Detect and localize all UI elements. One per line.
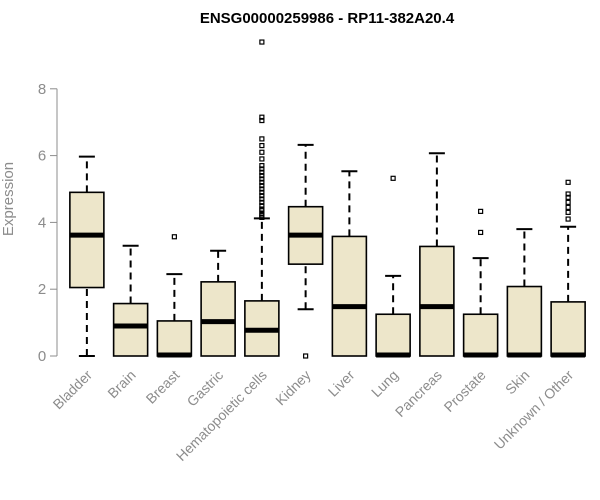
y-tick-label: 6 [38, 148, 46, 165]
box-series [69, 39, 586, 359]
outlier-point [259, 176, 265, 182]
x-tick-label: Gastric [184, 367, 227, 410]
iqr-box [506, 285, 543, 357]
outlier-point [565, 199, 571, 205]
outlier-point [303, 353, 309, 359]
chart-title: ENSG00000259986 - RP11-382A20.4 [200, 10, 455, 27]
box-unknown-other [550, 179, 586, 358]
iqr-box [156, 320, 193, 357]
y-axis-label: Expression [0, 162, 17, 236]
outlier-point [259, 211, 265, 217]
outlier-point [259, 196, 265, 202]
box-hematopoietic-cells [244, 39, 280, 357]
iqr-box [375, 313, 411, 357]
box-skin [506, 228, 543, 358]
x-tick-label: Prostate [441, 367, 489, 415]
outlier-point [259, 169, 265, 175]
x-tick-label: Lung [368, 367, 401, 400]
iqr-box [112, 302, 149, 357]
outlier-point [259, 39, 265, 45]
outlier-point [259, 173, 265, 179]
outlier-point [259, 156, 265, 162]
box-brain [112, 244, 149, 357]
box-kidney [287, 143, 324, 359]
box-gastric [200, 249, 236, 357]
y-axis: 0 2 4 6 8 [38, 81, 58, 365]
iqr-box [550, 301, 586, 357]
outlier-point [390, 175, 396, 181]
box-prostate [462, 208, 499, 358]
outlier-point [171, 234, 177, 240]
x-tick-label: Kidney [272, 367, 314, 409]
outlier-point [259, 186, 265, 192]
outlier-point [259, 189, 265, 195]
x-tick-label: Bladder [50, 367, 96, 413]
x-tick-label: Liver [325, 367, 358, 400]
iqr-box [331, 235, 368, 357]
outlier-point [259, 117, 265, 124]
outlier-point [259, 142, 265, 149]
outlier-point [259, 206, 265, 212]
outlier-point [259, 163, 265, 169]
iqr-box [69, 191, 105, 289]
outlier-point [259, 179, 265, 185]
outlier-point [565, 204, 571, 210]
outlier-point [478, 208, 484, 214]
outlier-point [565, 179, 571, 185]
outlier-point [259, 114, 265, 120]
outlier-point [259, 203, 265, 209]
outlier-point [259, 149, 265, 155]
x-tick-label: Brain [104, 367, 138, 401]
outlier-point [565, 216, 571, 222]
iqr-box [200, 281, 236, 357]
y-tick-label: 2 [38, 281, 46, 298]
y-tick-label: 0 [38, 348, 46, 365]
y-tick-label: 4 [38, 214, 46, 231]
x-tick-label: Breast [143, 367, 183, 407]
outlier-point [259, 183, 265, 189]
box-bladder [69, 155, 105, 357]
outlier-point [259, 166, 265, 172]
box-breast [156, 234, 193, 358]
y-tick-label: 8 [38, 81, 46, 98]
iqr-box [462, 313, 499, 357]
box-lung [375, 175, 411, 358]
outlier-point [565, 194, 571, 200]
outlier-point [478, 229, 484, 236]
box-liver [331, 170, 368, 357]
outlier-point [259, 199, 265, 205]
outlier-point [565, 191, 571, 197]
outlier-point [565, 209, 571, 215]
x-tick-label: Unknown / Other [491, 367, 577, 453]
iqr-box [419, 245, 455, 357]
x-tick-label: Pancreas [392, 367, 445, 420]
box-pancreas [419, 152, 455, 357]
outlier-point [259, 136, 265, 142]
outlier-point [259, 193, 265, 199]
x-tick-label: Skin [502, 367, 533, 398]
